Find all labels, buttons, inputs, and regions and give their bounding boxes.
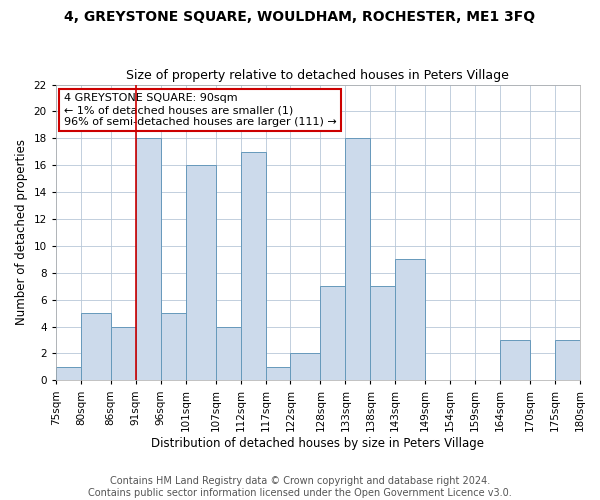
Text: 4, GREYSTONE SQUARE, WOULDHAM, ROCHESTER, ME1 3FQ: 4, GREYSTONE SQUARE, WOULDHAM, ROCHESTER… <box>64 10 536 24</box>
Bar <box>241 152 265 380</box>
Title: Size of property relative to detached houses in Peters Village: Size of property relative to detached ho… <box>127 69 509 82</box>
Bar <box>185 165 215 380</box>
Bar <box>290 354 320 380</box>
Text: 4 GREYSTONE SQUARE: 90sqm
← 1% of detached houses are smaller (1)
96% of semi-de: 4 GREYSTONE SQUARE: 90sqm ← 1% of detach… <box>64 94 337 126</box>
X-axis label: Distribution of detached houses by size in Peters Village: Distribution of detached houses by size … <box>151 437 484 450</box>
Bar <box>56 367 81 380</box>
Bar <box>215 326 241 380</box>
Bar <box>111 326 136 380</box>
Bar <box>161 313 185 380</box>
Text: Contains HM Land Registry data © Crown copyright and database right 2024.
Contai: Contains HM Land Registry data © Crown c… <box>88 476 512 498</box>
Y-axis label: Number of detached properties: Number of detached properties <box>15 140 28 326</box>
Bar <box>346 138 370 380</box>
Bar <box>81 313 111 380</box>
Bar <box>395 260 425 380</box>
Bar <box>265 367 290 380</box>
Bar <box>320 286 346 380</box>
Bar <box>500 340 530 380</box>
Bar <box>370 286 395 380</box>
Bar <box>555 340 580 380</box>
Bar <box>136 138 161 380</box>
